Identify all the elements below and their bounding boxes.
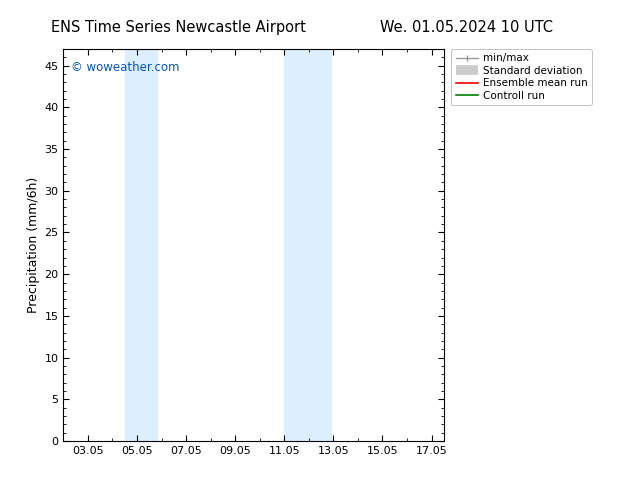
Text: © woweather.com: © woweather.com (71, 61, 179, 74)
Bar (284, 49, 331, 441)
Text: We. 01.05.2024 10 UTC: We. 01.05.2024 10 UTC (380, 20, 553, 35)
Legend: min/max, Standard deviation, Ensemble mean run, Controll run: min/max, Standard deviation, Ensemble me… (451, 49, 592, 105)
Y-axis label: Precipitation (mm/6h): Precipitation (mm/6h) (27, 177, 40, 313)
Text: ENS Time Series Newcastle Airport: ENS Time Series Newcastle Airport (51, 20, 306, 35)
Bar (125, 49, 157, 441)
